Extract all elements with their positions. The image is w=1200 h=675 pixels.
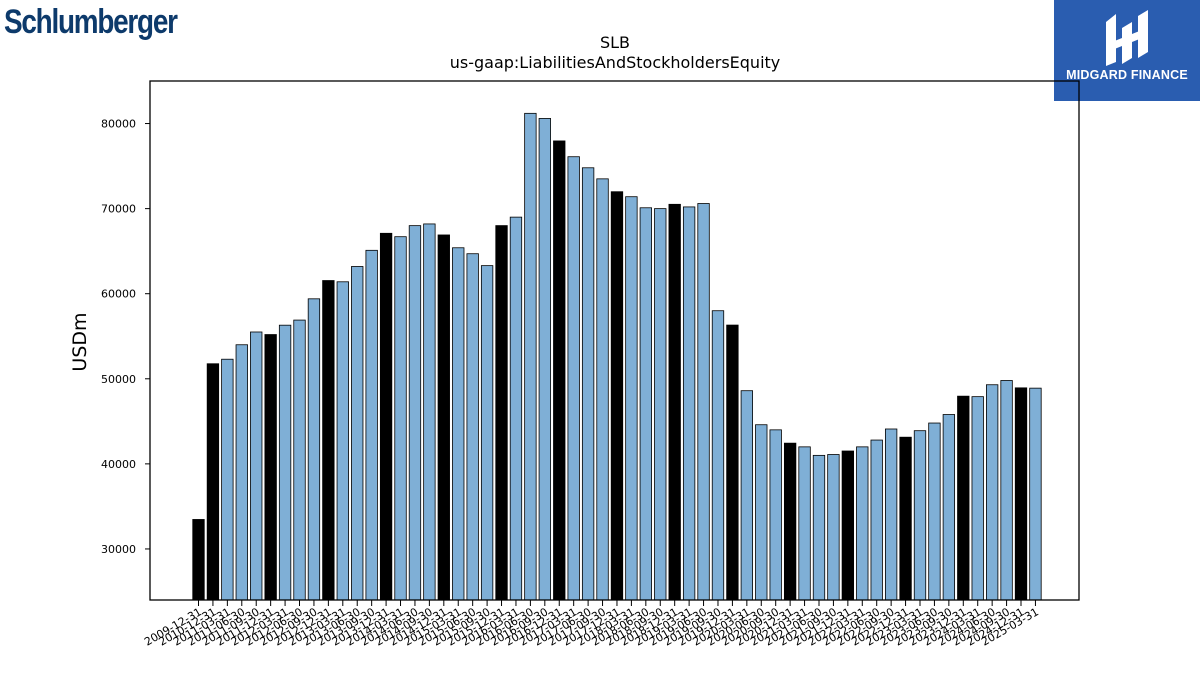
bar-2019-03-31 — [682, 206, 696, 601]
bar-2009-12-31 — [192, 519, 205, 601]
bar-2014-06-30 — [408, 225, 422, 601]
y-tick-label: 50000 — [101, 373, 136, 386]
y-tick-label: 30000 — [101, 543, 136, 556]
bar-2015-06-30 — [466, 253, 479, 601]
y-tick-label: 40000 — [101, 458, 136, 471]
bar-2023-12-31 — [957, 395, 970, 601]
bar-2012-06-30 — [293, 319, 306, 601]
bar-2016-09-30 — [538, 118, 551, 601]
bar-2016-06-30 — [524, 112, 537, 601]
bar-2018-03-31 — [625, 196, 638, 601]
midgard-brand-text: MIDGARD FINANCE — [1066, 68, 1188, 82]
bar-2020-09-30 — [769, 429, 782, 601]
bar-2018-06-30 — [639, 207, 652, 601]
bar-2023-09-30 — [942, 414, 956, 601]
bar-2010-12-31 — [206, 363, 220, 601]
bar-2020-06-30 — [755, 424, 768, 601]
y-tick-label: 60000 — [101, 288, 136, 301]
bar-2014-09-30 — [423, 223, 436, 601]
bar-2016-03-31 — [509, 216, 523, 601]
y-axis-ticks: 30000 40000 50000 60000 70000 80000 — [101, 118, 150, 556]
y-tick-label: 80000 — [101, 118, 136, 131]
bar-2021-12-31 — [841, 450, 854, 601]
bar-2013-09-30 — [365, 249, 378, 601]
bar-2011-09-30 — [250, 331, 263, 601]
bar-2021-06-30 — [812, 454, 826, 601]
bar-2017-03-31 — [567, 156, 580, 601]
bar-2015-12-31 — [495, 225, 508, 601]
bar-2012-09-30 — [307, 298, 321, 601]
bar-2023-06-30 — [928, 422, 941, 601]
bar-2022-03-31 — [856, 446, 869, 601]
y-tick-label: 70000 — [101, 203, 136, 216]
bar-2015-09-30 — [480, 265, 494, 601]
bar-2021-03-31 — [798, 446, 811, 601]
chart-title: SLB — [600, 33, 630, 52]
bar-2019-09-30 — [711, 310, 725, 601]
bar-2024-03-31 — [971, 396, 984, 601]
midgard-finance-logo: MIDGARD FINANCE — [1054, 0, 1200, 101]
bar-2024-06-30 — [986, 384, 999, 601]
bar-2011-06-30 — [235, 344, 248, 601]
bar-2012-03-31 — [278, 324, 292, 601]
bar-2016-12-31 — [553, 140, 566, 601]
bar-2012-12-31 — [322, 280, 335, 601]
bar-2020-12-31 — [783, 442, 797, 601]
midgard-mark-icon — [1106, 10, 1148, 66]
bar-2020-03-31 — [740, 390, 753, 601]
bar-2018-09-30 — [654, 208, 667, 601]
bar-2023-03-31 — [913, 430, 927, 601]
x-axis-ticks: 2009-12-312010-12-312011-03-312011-06-30… — [142, 600, 1041, 649]
bar-2022-12-31 — [899, 436, 912, 601]
bar-2025-03-31 — [1029, 387, 1042, 601]
bar-2013-03-31 — [336, 281, 349, 601]
bar-2014-03-31 — [394, 236, 407, 601]
bar-2019-12-31 — [726, 324, 739, 601]
chart-subtitle: us-gaap:LiabilitiesAndStockholdersEquity — [450, 53, 781, 72]
bar-2019-06-30 — [697, 203, 710, 601]
y-axis-label: USDm — [69, 312, 91, 371]
bar-2024-12-31 — [1014, 387, 1028, 601]
bar-2017-09-30 — [596, 178, 609, 601]
bar-2014-12-31 — [437, 234, 450, 601]
plot-frame — [149, 80, 1080, 601]
bar-2018-12-31 — [668, 203, 681, 601]
bar-2017-12-31 — [610, 191, 624, 601]
bar-2013-12-31 — [379, 232, 393, 601]
bar-2024-09-30 — [1000, 380, 1013, 601]
bar-2022-06-30 — [870, 439, 883, 601]
schlumberger-logo: Schlumberger — [4, 3, 178, 41]
bar-2013-06-30 — [351, 266, 364, 601]
bar-2015-03-31 — [452, 247, 465, 601]
bar-2021-09-30 — [827, 454, 840, 601]
bars-group — [192, 112, 1042, 601]
bar-2022-09-30 — [884, 428, 898, 601]
bar-2011-12-31 — [264, 334, 277, 601]
bar-2011-03-31 — [221, 358, 234, 601]
bar-2017-06-30 — [581, 167, 595, 601]
